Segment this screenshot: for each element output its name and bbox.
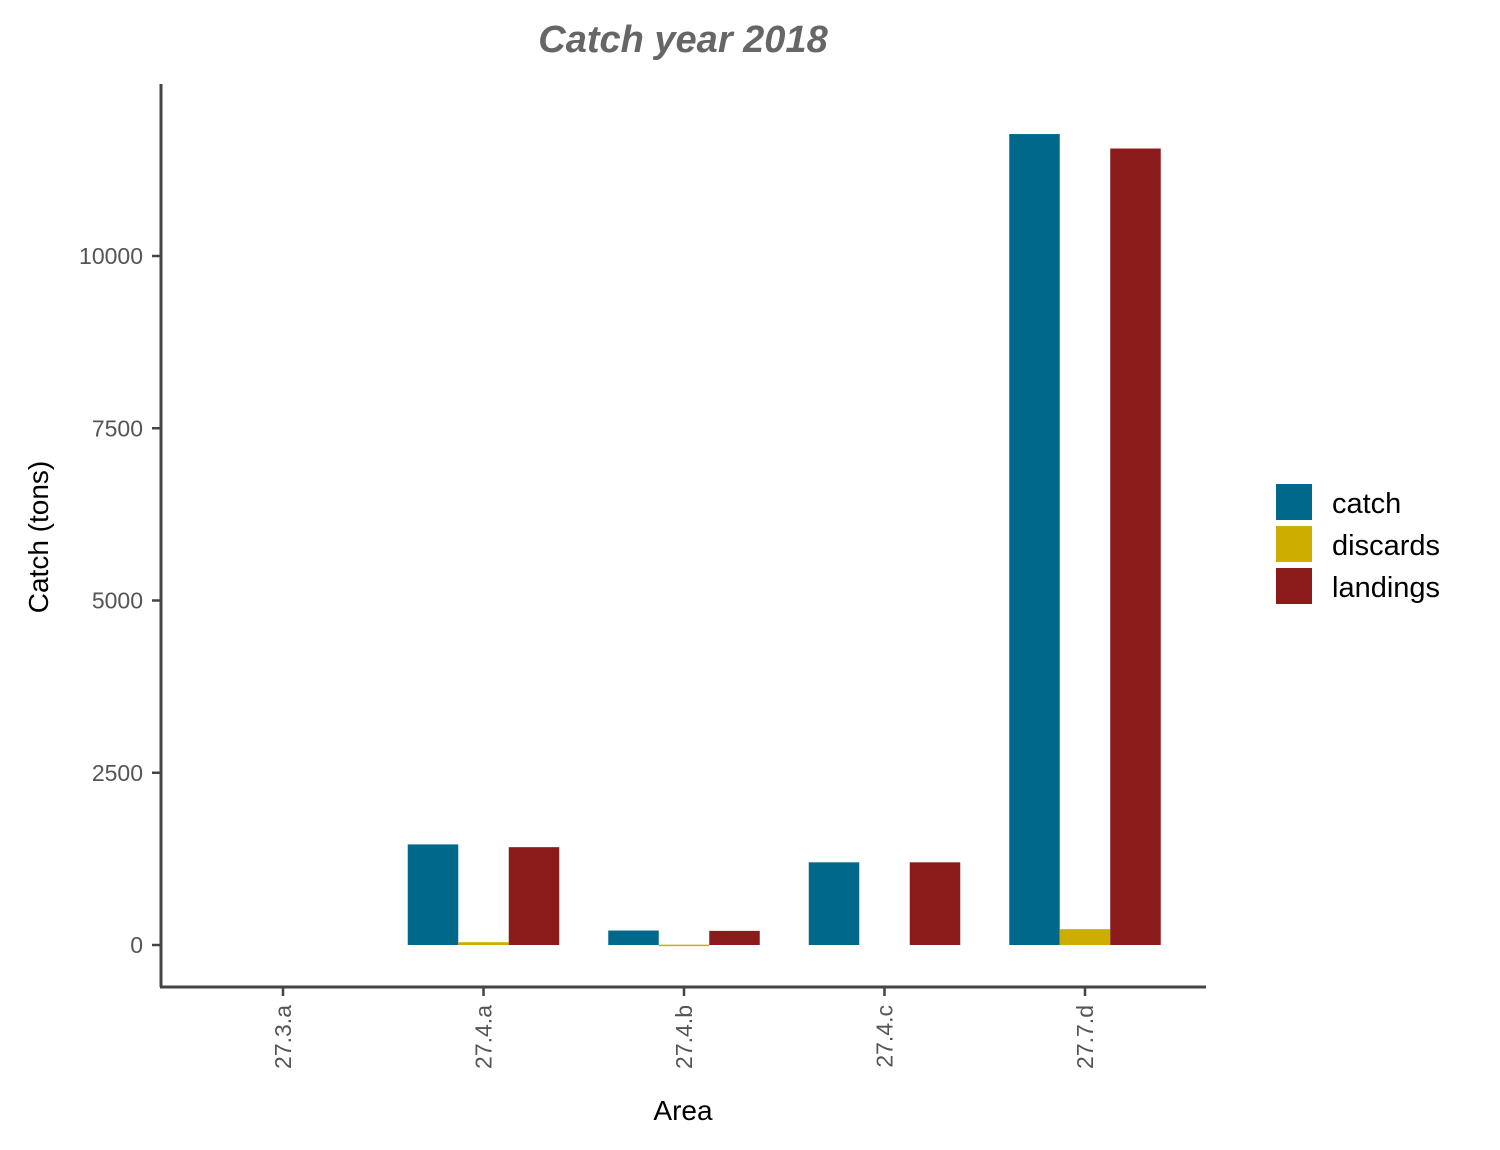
y-tick-label: 5000 <box>92 588 143 614</box>
legend-label-discards: discards <box>1332 530 1440 562</box>
bars <box>407 134 1161 947</box>
bar-discards-27.7.d <box>1059 929 1111 945</box>
y-tick-label: 10000 <box>79 243 143 269</box>
bar-discards-27.4.a <box>458 942 509 945</box>
chart-title: Catch year 2018 <box>538 19 828 61</box>
bar-catch-27.4.b <box>608 930 659 945</box>
bar-catch-27.7.d <box>1009 134 1060 945</box>
bar-discards-27.4.b <box>658 944 710 947</box>
bar-landings-27.4.c <box>909 862 961 945</box>
legend-swatch-catch <box>1276 484 1312 520</box>
y-axis-ticks: 0 2500 5000 7500 10000 <box>79 243 161 958</box>
x-tick-label: 27.7.d <box>1072 1005 1098 1069</box>
x-axis-ticks: 27.3.a 27.4.a 27.4.b 27.4.c 27.7.d <box>270 987 1098 1069</box>
x-axis-title: Area <box>653 1095 713 1126</box>
x-tick-label: 27.3.a <box>270 1005 296 1069</box>
x-tick-label: 27.4.b <box>671 1005 697 1069</box>
x-tick-label: 27.4.a <box>471 1005 497 1069</box>
legend-label-landings: landings <box>1332 572 1440 604</box>
bar-catch-27.4.c <box>808 862 860 945</box>
y-tick-label: 7500 <box>92 415 143 441</box>
y-tick-label: 2500 <box>92 760 143 786</box>
bar-landings-27.7.d <box>1110 148 1161 946</box>
legend: catch discards landings <box>1276 484 1440 604</box>
bar-landings-27.4.a <box>508 847 560 945</box>
y-axis-title: Catch (tons) <box>23 461 54 614</box>
bar-landings-27.4.b <box>709 930 760 945</box>
legend-swatch-discards <box>1276 526 1312 562</box>
legend-swatch-landings <box>1276 568 1312 604</box>
y-tick-label: 0 <box>130 932 143 958</box>
legend-label-catch: catch <box>1332 488 1401 520</box>
bar-catch-27.4.a <box>407 844 459 945</box>
x-tick-label: 27.4.c <box>872 1005 898 1068</box>
